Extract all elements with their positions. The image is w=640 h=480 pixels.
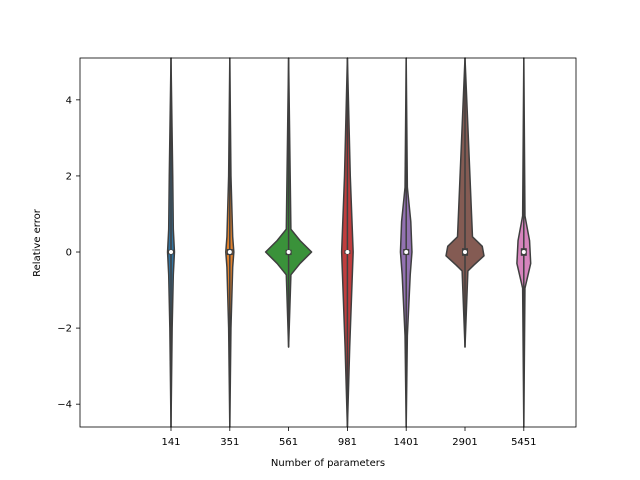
y-tick-label: 4 <box>66 95 72 106</box>
violin-5451 <box>516 57 532 428</box>
x-tick-label: 351 <box>220 437 239 448</box>
y-tick-label: 2 <box>66 171 72 182</box>
y-axis-label: Relative error <box>32 208 43 277</box>
x-tick-label: 5451 <box>511 437 536 448</box>
violin-561 <box>264 57 313 348</box>
x-tick-label: 981 <box>338 437 357 448</box>
x-tick-label: 141 <box>161 437 180 448</box>
violin-median-point <box>521 250 526 255</box>
x-axis: 141 351 561 981 1401 2901 5451 <box>161 427 537 448</box>
violin-2901 <box>445 57 485 348</box>
x-tick-label: 1401 <box>393 437 418 448</box>
y-tick-label: −2 <box>57 324 72 335</box>
violin-median-point <box>286 250 291 255</box>
x-axis-label: Number of parameters <box>271 458 385 469</box>
violin-median-point <box>463 250 467 255</box>
violin-median-point <box>345 250 350 255</box>
violin-median-point <box>169 250 173 255</box>
violin-981 <box>340 57 354 428</box>
violin-1401 <box>399 57 413 428</box>
violin-median-point <box>404 250 409 255</box>
x-tick-label: 2901 <box>452 437 477 448</box>
y-tick-label: −4 <box>57 400 72 411</box>
y-tick-label: 0 <box>66 248 72 259</box>
plot-frame <box>79 57 577 428</box>
violin-141 <box>166 57 176 428</box>
plot-area <box>166 57 532 428</box>
y-axis: −4 −2 0 2 4 <box>57 95 80 411</box>
violin-351 <box>225 57 235 428</box>
x-tick-label: 561 <box>279 437 298 448</box>
violin-median-point <box>227 250 232 255</box>
